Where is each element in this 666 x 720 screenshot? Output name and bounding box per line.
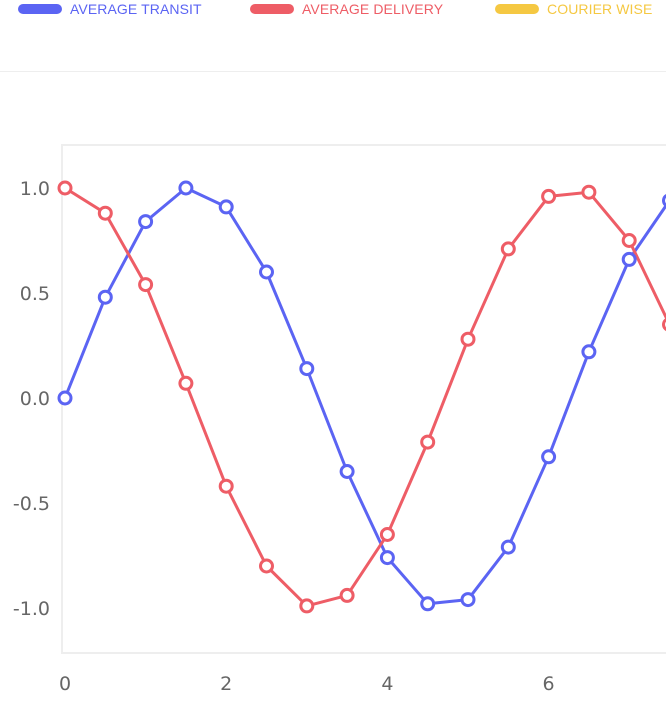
data-point-average-transit[interactable]: [379, 550, 395, 566]
series-layer: [57, 180, 666, 614]
data-point-average-transit[interactable]: [218, 199, 234, 215]
data-point-average-transit[interactable]: [662, 193, 666, 208]
series-line-average-delivery: [64, 186, 666, 608]
legend-divider: [0, 71, 666, 72]
data-point-average-transit[interactable]: [339, 464, 355, 479]
x-axis: 0 2 4 6: [59, 673, 555, 695]
y-tick-label: 0.0: [20, 388, 50, 410]
x-tick-label: 0: [59, 673, 71, 695]
data-point-average-delivery[interactable]: [420, 434, 436, 450]
data-point-average-transit[interactable]: [581, 344, 597, 360]
data-point-average-transit[interactable]: [138, 214, 154, 230]
data-point-average-delivery[interactable]: [621, 233, 637, 248]
x-tick-label: 6: [543, 673, 555, 695]
legend-label-courier-wise: COURIER WISE: [547, 1, 653, 17]
data-point-average-delivery[interactable]: [178, 375, 194, 391]
legend-item-average-delivery[interactable]: AVERAGE DELIVERY: [250, 0, 443, 18]
data-point-average-delivery[interactable]: [259, 558, 274, 574]
data-point-average-transit[interactable]: [460, 592, 476, 608]
data-point-average-delivery[interactable]: [97, 205, 113, 221]
y-tick-label: -0.5: [13, 493, 50, 515]
data-point-average-delivery[interactable]: [138, 277, 154, 293]
y-axis: 1.0 0.5 0.0 -0.5 -1.0: [13, 178, 50, 620]
data-point-average-delivery[interactable]: [379, 527, 395, 542]
y-tick-label: 0.5: [20, 283, 50, 305]
data-point-average-delivery[interactable]: [581, 184, 597, 200]
series-line-average-transit: [63, 186, 666, 606]
chart-legend: AVERAGE TRANSIT AVERAGE DELIVERY COURIER…: [0, 0, 666, 18]
legend-item-courier-wise[interactable]: COURIER WISE: [495, 0, 652, 18]
data-point-average-transit[interactable]: [97, 289, 113, 305]
data-point-average-transit[interactable]: [57, 390, 73, 406]
y-tick-label: -1.0: [13, 598, 50, 620]
legend-swatch-average-transit: [18, 4, 62, 14]
legend-label-average-transit: AVERAGE TRANSIT: [70, 1, 202, 17]
y-tick-label: 1.0: [20, 178, 50, 200]
data-point-average-transit[interactable]: [500, 539, 516, 555]
data-point-average-delivery[interactable]: [218, 478, 234, 494]
data-point-average-delivery[interactable]: [299, 598, 315, 614]
x-tick-label: 2: [220, 673, 232, 695]
data-point-average-transit[interactable]: [420, 596, 436, 612]
data-point-average-delivery[interactable]: [460, 331, 476, 347]
data-point-average-delivery[interactable]: [662, 317, 666, 332]
data-point-average-transit[interactable]: [259, 264, 274, 280]
data-point-average-transit[interactable]: [178, 180, 194, 196]
data-point-average-transit[interactable]: [621, 251, 637, 267]
data-point-average-transit[interactable]: [541, 449, 557, 465]
legend-label-average-delivery: AVERAGE DELIVERY: [302, 1, 444, 17]
legend-swatch-courier-wise: [495, 4, 539, 14]
legend-item-average-transit[interactable]: AVERAGE TRANSIT: [18, 0, 202, 18]
data-point-average-transit[interactable]: [299, 361, 315, 377]
legend-swatch-average-delivery: [250, 4, 294, 14]
x-tick-label: 4: [381, 673, 393, 695]
data-point-average-delivery[interactable]: [541, 188, 557, 204]
data-point-average-delivery[interactable]: [57, 180, 73, 196]
data-point-average-delivery[interactable]: [500, 241, 516, 257]
data-point-average-delivery[interactable]: [339, 587, 355, 603]
